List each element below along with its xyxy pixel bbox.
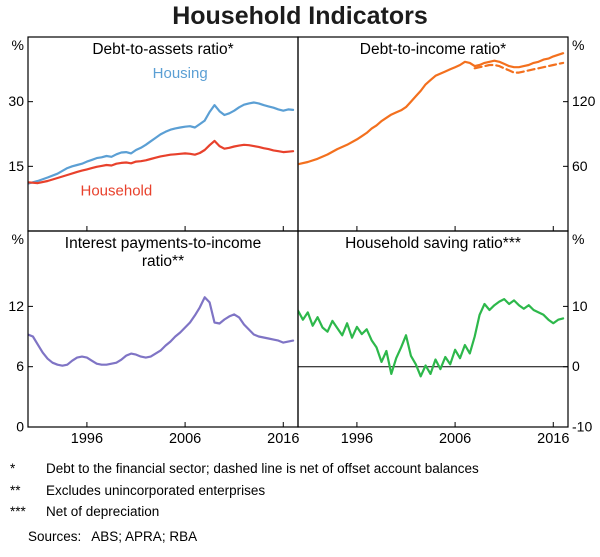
svg-text:1996: 1996 <box>341 431 373 447</box>
page-title: Household Indicators <box>172 2 428 30</box>
svg-text:120: 120 <box>572 93 596 109</box>
sources-line: Sources: ABS; APRA; RBA <box>10 526 592 548</box>
svg-text:60: 60 <box>572 158 588 174</box>
svg-text:Household: Household <box>81 183 153 200</box>
svg-text:2016: 2016 <box>267 431 299 447</box>
footnote-3-text: Net of depreciation <box>46 504 160 520</box>
footnote-1: * Debt to the financial sector; dashed l… <box>10 458 592 480</box>
svg-text:2016: 2016 <box>537 431 569 447</box>
svg-text:Debt-to-income ratio*: Debt-to-income ratio* <box>360 41 506 58</box>
svg-text:-10: -10 <box>572 419 592 435</box>
svg-text:0: 0 <box>572 358 580 374</box>
svg-text:0: 0 <box>16 419 24 435</box>
svg-text:%: % <box>572 37 584 53</box>
footnote-3-marker: *** <box>10 504 26 520</box>
footnotes: * Debt to the financial sector; dashed l… <box>0 458 600 547</box>
svg-text:Debt-to-assets ratio*: Debt-to-assets ratio* <box>92 41 233 58</box>
footnote-1-marker: * <box>10 461 16 476</box>
sources-label: Sources: <box>28 528 82 544</box>
footnote-2-marker: ** <box>10 482 21 498</box>
footnote-2-text: Excludes unincorporated enterprises <box>46 482 266 498</box>
svg-text:6: 6 <box>16 358 24 374</box>
svg-text:2006: 2006 <box>169 431 201 447</box>
svg-text:15: 15 <box>8 158 24 174</box>
svg-text:ratio**: ratio** <box>142 253 184 270</box>
svg-text:%: % <box>12 231 24 247</box>
svg-text:10: 10 <box>572 298 588 314</box>
svg-text:%: % <box>572 231 584 247</box>
svg-text:%: % <box>12 37 24 53</box>
sources-text: ABS; APRA; RBA <box>91 528 198 544</box>
svg-text:Interest payments-to-income: Interest payments-to-income <box>65 235 261 252</box>
footnote-2: ** Excludes unincorporated enterprises <box>10 480 592 502</box>
svg-text:Housing: Housing <box>153 65 208 82</box>
footnote-3: *** Net of depreciation <box>10 501 592 523</box>
svg-text:12: 12 <box>8 298 24 314</box>
svg-text:30: 30 <box>8 93 24 109</box>
four-panel-line-chart: 30 15% Debt-to-assets ratio* Housing Househo… <box>8 36 596 447</box>
svg-text:2006: 2006 <box>439 431 471 447</box>
svg-text:1996: 1996 <box>71 431 103 447</box>
footnote-1-text: Debt to the financial sector; dashed lin… <box>46 461 479 476</box>
svg-text:Household saving ratio***: Household saving ratio*** <box>345 235 521 252</box>
